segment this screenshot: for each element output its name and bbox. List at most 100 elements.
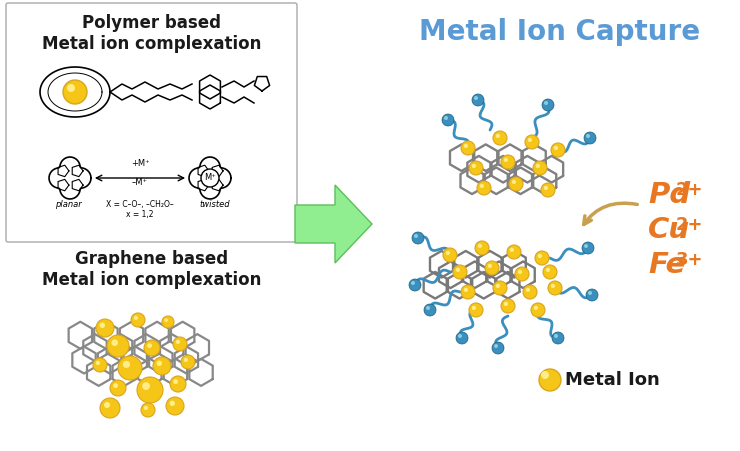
Circle shape <box>544 186 548 190</box>
Circle shape <box>461 141 475 155</box>
Text: twisted: twisted <box>200 200 230 209</box>
FancyArrowPatch shape <box>584 203 637 225</box>
Circle shape <box>507 245 521 259</box>
Circle shape <box>536 164 540 168</box>
Circle shape <box>170 376 186 392</box>
Text: 3+: 3+ <box>676 251 704 269</box>
Circle shape <box>445 251 450 255</box>
Text: planar: planar <box>55 200 81 209</box>
Circle shape <box>528 138 532 142</box>
Circle shape <box>582 242 594 254</box>
Circle shape <box>164 318 168 322</box>
Circle shape <box>144 406 148 410</box>
Circle shape <box>67 84 75 92</box>
Circle shape <box>509 177 523 191</box>
Circle shape <box>542 99 554 111</box>
Text: M⁺: M⁺ <box>204 174 216 183</box>
Circle shape <box>63 80 87 104</box>
Circle shape <box>93 358 107 372</box>
Circle shape <box>95 361 100 365</box>
Text: 2+: 2+ <box>676 181 704 199</box>
Circle shape <box>475 241 489 255</box>
Circle shape <box>142 382 150 390</box>
Text: Metal Ion Capture: Metal Ion Capture <box>420 18 701 46</box>
Circle shape <box>104 402 110 408</box>
Text: Cu: Cu <box>648 216 690 244</box>
Circle shape <box>426 306 430 310</box>
Circle shape <box>412 232 424 244</box>
Circle shape <box>493 281 507 295</box>
Circle shape <box>541 371 549 379</box>
Circle shape <box>588 291 592 295</box>
Circle shape <box>496 134 500 138</box>
Circle shape <box>534 306 538 310</box>
Circle shape <box>411 281 415 285</box>
Circle shape <box>543 265 557 279</box>
Circle shape <box>456 332 468 344</box>
Circle shape <box>504 302 508 306</box>
Polygon shape <box>295 185 372 263</box>
Circle shape <box>541 183 555 197</box>
Text: –M⁺: –M⁺ <box>132 178 148 187</box>
Circle shape <box>147 343 152 348</box>
Circle shape <box>134 316 138 320</box>
Circle shape <box>554 146 558 150</box>
Circle shape <box>153 357 171 375</box>
Circle shape <box>535 251 549 265</box>
Circle shape <box>169 400 175 406</box>
Text: Fe: Fe <box>648 251 685 279</box>
Circle shape <box>100 398 120 418</box>
Circle shape <box>110 380 126 396</box>
Circle shape <box>510 248 514 252</box>
Circle shape <box>162 316 174 328</box>
Circle shape <box>584 244 588 248</box>
Circle shape <box>443 248 457 262</box>
Circle shape <box>141 403 155 417</box>
Circle shape <box>518 270 522 274</box>
Text: Polymer based
Metal ion complexation: Polymer based Metal ion complexation <box>42 14 262 53</box>
Circle shape <box>100 322 105 328</box>
Circle shape <box>552 332 564 344</box>
Circle shape <box>461 285 475 299</box>
Circle shape <box>181 355 195 369</box>
Circle shape <box>474 96 478 100</box>
Circle shape <box>157 361 162 366</box>
Circle shape <box>176 340 180 344</box>
Text: Pd: Pd <box>648 181 690 209</box>
Circle shape <box>424 304 436 316</box>
Circle shape <box>118 356 142 380</box>
Circle shape <box>525 135 539 149</box>
Circle shape <box>96 319 114 337</box>
Circle shape <box>478 244 482 248</box>
Text: Graphene based
Metal ion complexation: Graphene based Metal ion complexation <box>42 250 262 289</box>
Circle shape <box>548 281 562 295</box>
Circle shape <box>131 313 145 327</box>
Circle shape <box>523 285 537 299</box>
Circle shape <box>515 267 529 281</box>
Circle shape <box>494 344 498 348</box>
Circle shape <box>112 340 118 346</box>
Circle shape <box>551 143 565 157</box>
Circle shape <box>184 358 188 362</box>
Circle shape <box>539 369 561 391</box>
Circle shape <box>493 131 507 145</box>
Circle shape <box>544 101 548 105</box>
Circle shape <box>453 265 467 279</box>
Circle shape <box>554 334 558 338</box>
Circle shape <box>501 299 515 313</box>
Circle shape <box>496 284 500 288</box>
FancyBboxPatch shape <box>6 3 297 242</box>
Circle shape <box>512 180 516 184</box>
Text: Metal Ion: Metal Ion <box>565 371 660 389</box>
Circle shape <box>464 288 468 292</box>
Circle shape <box>414 234 418 238</box>
Circle shape <box>584 132 596 144</box>
Circle shape <box>469 161 483 175</box>
Circle shape <box>444 116 448 120</box>
Circle shape <box>488 264 492 268</box>
Circle shape <box>123 361 130 368</box>
Text: +M⁺: +M⁺ <box>131 159 149 168</box>
Circle shape <box>504 158 508 162</box>
Circle shape <box>480 184 484 188</box>
Circle shape <box>472 306 476 310</box>
